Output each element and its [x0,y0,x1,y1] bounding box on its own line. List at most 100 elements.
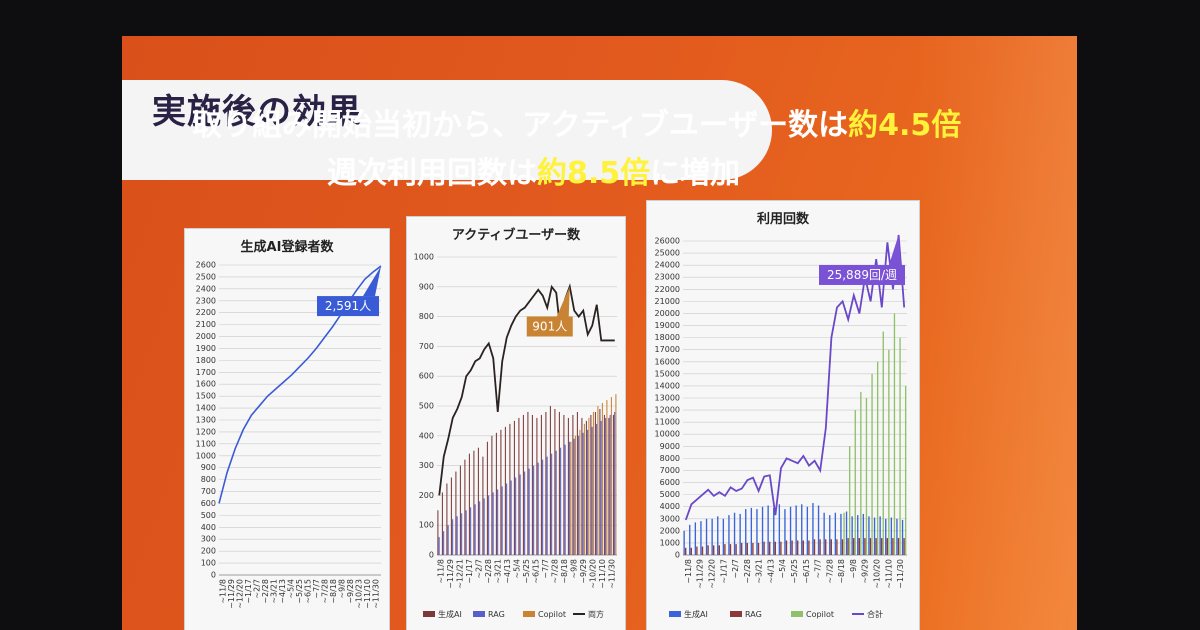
x-tick-label: ~8/18 [329,579,338,604]
bar [546,456,548,555]
bar [441,492,443,555]
bar [819,539,821,555]
x-tick-label: ~4/13 [503,559,512,584]
y-tick-label: 25000 [655,249,680,258]
y-tick-label: 19000 [655,321,680,330]
bar [729,544,732,555]
bar [569,441,571,555]
bar [868,516,870,555]
bar [888,349,890,555]
bar [717,516,719,555]
y-tick-label: 2300 [196,296,216,305]
bar [689,524,691,555]
bar [601,403,603,555]
bar [700,521,702,555]
headline-line-1-text: 取り組み開始当初から、アクティブユーザー数は [192,108,849,143]
bar [724,544,726,555]
y-tick-label: 500 [201,511,216,520]
bar [865,398,868,555]
x-tick-label: ~9/29 [579,559,588,584]
x-tick-label: ~8/18 [837,559,846,584]
bar [554,408,556,555]
bar [509,423,511,555]
y-tick-label: 0 [429,551,434,560]
bar [817,505,820,555]
bar [594,411,596,555]
legend-swatch [423,611,435,617]
bar [527,411,529,555]
legend-label: Copilot [538,610,566,619]
y-tick-label: 1300 [196,416,216,425]
bar [825,539,827,555]
bar [447,525,449,555]
registrations-chart: 生成AI登録者数 0 100 200 300 400 500 600 700 800 900 1000… [196,239,382,609]
y-tick-label: 24000 [655,261,680,270]
y-tick-label: 1700 [196,368,216,377]
bar [456,516,458,555]
y-tick-label: 2000 [660,526,680,535]
bar [756,509,758,555]
y-tick-label: 800 [201,475,216,484]
x-tick-label: ~11/8 [218,579,227,604]
x-tick-label: ~9/29 [861,559,870,584]
x-tick-label: ~6/15 [802,559,811,584]
legend-swatch [669,611,681,617]
y-tick-label: 1200 [196,427,216,436]
bar [685,547,687,555]
bar [836,539,838,555]
bar [437,510,439,555]
bar [701,546,704,555]
bar [576,411,578,555]
bar [711,518,713,555]
y-tick-label: 21000 [655,297,680,306]
bar [873,517,876,555]
y-tick-label: 12000 [655,406,680,415]
y-tick-label: 0 [675,551,680,560]
x-tick-label: ~1/17 [465,559,474,584]
legend-label: 両方 [588,609,604,619]
bar [612,414,614,555]
bar [461,513,463,555]
callout-box [526,316,573,337]
x-tick-label: ~5/4 [513,559,522,579]
bar [578,435,580,555]
series-line [438,283,615,496]
bar [495,432,497,555]
bar [789,506,792,555]
bar [513,420,515,555]
bar [876,361,879,555]
x-tick-label: ~2/28 [261,579,270,604]
y-tick-label: 4000 [660,502,680,511]
bar [882,331,884,555]
callout-box [317,296,379,317]
chart-panel-usage-count: 利用回数 0 1000 2000 3000 4000 5000 6000 7000 8000 900… [646,200,920,630]
bar [450,477,452,555]
bar [823,512,825,555]
y-tick-label: 15000 [655,369,680,378]
bar [879,516,881,555]
y-tick-label: 26000 [655,237,680,246]
callout-pointer [889,234,901,265]
bar [875,538,877,555]
legend-swatch [473,611,485,617]
y-tick-label: 500 [419,402,434,411]
bar [750,507,753,555]
y-tick-label: 3000 [660,514,680,523]
y-tick-label: 300 [201,535,216,544]
bar [465,510,467,555]
callout-box [819,264,905,285]
bar [808,540,810,555]
active-users-chart: アクティブユーザー数 0 100 200 300 400 500 600 700 800 900 10… [414,227,617,619]
legend-swatch [791,611,803,617]
callout-pointer [363,266,381,297]
bar [733,512,736,555]
bar [752,542,754,555]
headline-line-2: 週次利用回数は約8.5倍に増加 [327,148,740,192]
bar [491,435,493,555]
y-tick-label: 7000 [660,466,680,475]
bar [581,417,583,555]
bar [518,417,520,555]
y-tick-label: 900 [201,463,216,472]
bar [551,453,553,555]
bar [864,538,866,555]
